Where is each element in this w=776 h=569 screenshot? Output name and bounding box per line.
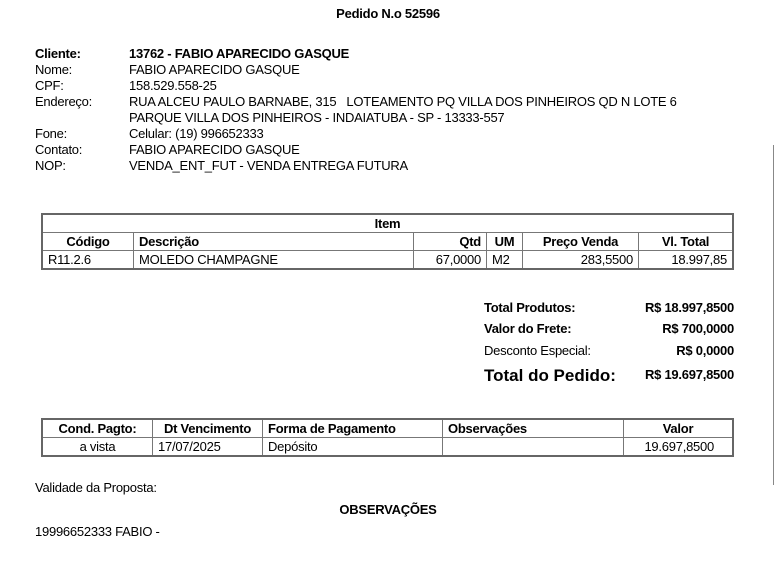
address-label: Endereço: [35,94,93,109]
items-table: Item Código Descrição Qtd UM Preço Venda… [41,213,734,270]
cell-observacoes [442,437,624,457]
phone-label: Fone: [35,126,67,141]
name-value: FABIO APARECIDO GASQUE [129,62,300,77]
cell-cond-pagto: a vista [41,437,153,457]
table-row: R11.2.6 MOLEDO CHAMPAGNE 67,0000 M2 283,… [41,250,734,270]
col-forma-pagamento: Forma de Pagamento [262,418,443,438]
col-qtd: Qtd [413,232,487,251]
cell-qtd: 67,0000 [413,250,487,270]
payment-table: Cond. Pagto: Dt Vencimento Forma de Paga… [41,418,734,457]
frete-value: R$ 700,0000 [662,321,734,336]
col-dt-vencimento: Dt Vencimento [152,418,263,438]
address-line-1: RUA ALCEU PAULO BARNABE, 315 LOTEAMENTO … [129,94,677,109]
total-pedido-label: Total do Pedido: [484,366,616,385]
col-valor: Valor [623,418,734,438]
page-title: Pedido N.o 52596 [336,6,440,21]
col-observacoes: Observações [442,418,624,438]
payment-header-row: Cond. Pagto: Dt Vencimento Forma de Paga… [41,418,734,438]
col-vl-total: Vl. Total [638,232,734,251]
col-um: UM [486,232,523,251]
cell-valor: 19.697,8500 [623,437,734,457]
observacoes-text: 19996652333 FABIO - [35,524,160,539]
cell-codigo: R11.2.6 [41,250,134,270]
table-row: a vista 17/07/2025 Depósito 19.697,8500 [41,437,734,457]
address-line-2: PARQUE VILLA DOS PINHEIROS - INDAIATUBA … [129,110,505,125]
col-preco-venda: Preço Venda [522,232,639,251]
frete-label: Valor do Frete: [484,321,572,336]
cpf-value: 158.529.558-25 [129,78,217,93]
cell-forma-pagamento: Depósito [262,437,443,457]
observacoes-title: OBSERVAÇÕES [339,502,437,517]
cell-dt-vencimento: 17/07/2025 [152,437,263,457]
contact-label: Contato: [35,142,83,157]
client-value: 13762 - FABIO APARECIDO GASQUE [129,46,350,61]
desconto-label: Desconto Especial: [484,343,591,358]
name-label: Nome: [35,62,73,77]
client-label: Cliente: [35,46,81,61]
nop-value: VENDA_ENT_FUT - VENDA ENTREGA FUTURA [129,158,408,173]
col-codigo: Código [41,232,134,251]
total-produtos-label: Total Produtos: [484,300,576,315]
phone-value: Celular: (19) 996652333 [129,126,264,141]
col-descricao: Descrição [133,232,414,251]
contact-value: FABIO APARECIDO GASQUE [129,142,300,157]
cpf-label: CPF: [35,78,64,93]
desconto-value: R$ 0,0000 [676,343,734,358]
cell-um: M2 [486,250,523,270]
total-pedido-value: R$ 19.697,8500 [644,367,734,382]
nop-label: NOP: [35,158,66,173]
col-cond-pagto: Cond. Pagto: [41,418,153,438]
validade-label: Validade da Proposta: [35,480,157,495]
total-produtos-value: R$ 18.997,8500 [644,300,734,315]
cell-preco-venda: 283,5500 [522,250,639,270]
items-header-row: Código Descrição Qtd UM Preço Venda Vl. … [41,232,734,251]
cell-vl-total: 18.997,85 [638,250,734,270]
items-caption: Item [41,213,734,233]
cell-descricao: MOLEDO CHAMPAGNE [133,250,414,270]
page-edge-divider [773,145,774,485]
